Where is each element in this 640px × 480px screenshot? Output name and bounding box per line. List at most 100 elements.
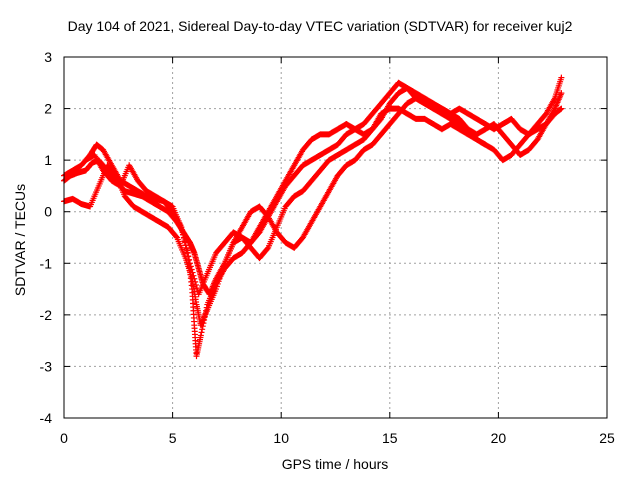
series-fill-markers: [92, 153, 106, 172]
series-fill-markers: [439, 111, 453, 122]
series-fill-markers: [140, 209, 154, 220]
series-fill-markers: [535, 111, 549, 127]
series-fill-markers: [79, 201, 93, 210]
series-fill-markers: [213, 240, 227, 255]
x-tick-label: 10: [273, 430, 289, 446]
series-fill-markers: [318, 147, 332, 158]
series-fill-markers: [274, 230, 288, 245]
plot-frame: [63, 56, 608, 419]
series-fill-markers: [148, 214, 162, 225]
series-fill-markers: [205, 288, 219, 311]
series-fill-markers: [166, 225, 180, 240]
series-fill-markers: [335, 147, 349, 158]
series-fill-markers: [378, 122, 392, 137]
series-fill-markers: [326, 126, 340, 137]
series-fill-markers: [239, 210, 253, 229]
series-fill-markers: [422, 95, 436, 106]
x-tick-label: 20: [491, 430, 507, 446]
series-fill-markers: [474, 116, 488, 127]
series-fill-markers: [135, 178, 149, 194]
series-fill-markers: [370, 132, 384, 147]
series-fill-markers: [131, 204, 145, 215]
series-fill-markers: [292, 148, 306, 167]
series-fill-markers: [500, 152, 514, 163]
series-fill-markers: [344, 157, 358, 168]
series-fill-markers: [387, 91, 401, 106]
series-fill-markers: [283, 194, 297, 209]
series-fill-markers: [544, 96, 558, 116]
series-fill-markers: [170, 210, 184, 229]
series-fill-markers: [396, 80, 410, 91]
series-fill-markers: [266, 199, 279, 219]
series-fill-markers: [465, 111, 479, 122]
series-fill-markers: [213, 261, 227, 281]
series-fill-markers: [153, 193, 167, 204]
series-fill-markers: [100, 168, 114, 183]
series-fill-markers: [544, 107, 558, 126]
series-fill-markers: [405, 85, 418, 96]
series-fill-markers: [61, 173, 73, 184]
series-trace-3: [61, 90, 565, 298]
series-fill-markers: [378, 91, 392, 106]
series-fill-markers: [457, 121, 471, 132]
series-fill-markers: [257, 215, 271, 234]
series-fill-markers: [326, 142, 340, 153]
series-fill-markers: [309, 205, 323, 224]
series-fill-markers: [207, 277, 219, 296]
x-tick-label: 0: [60, 430, 68, 446]
series-fill-markers: [318, 158, 332, 173]
series-trace-4: [82, 74, 565, 298]
series-fill-markers: [352, 121, 366, 132]
series-fill-markers: [191, 251, 202, 270]
series-fill-markers: [122, 194, 136, 209]
series-fill-markers: [318, 189, 332, 209]
series-fill-markers: [352, 147, 366, 163]
series-fill-markers: [222, 241, 236, 265]
tick-layer: 0 5 10 15 20 25 -4 -3 -2 -1 0 1 2 3: [40, 49, 615, 446]
series-fill-markers: [187, 240, 197, 255]
series-markers: [61, 84, 489, 360]
series-fill-markers: [309, 152, 323, 163]
series-fill-markers: [70, 162, 84, 173]
y-tick-label: -4: [40, 410, 53, 426]
series-fill-markers: [161, 199, 175, 214]
series-fill-markers: [193, 334, 204, 358]
series-fill-markers: [127, 163, 140, 183]
series-fill-markers: [326, 174, 340, 193]
series-fill-markers: [70, 196, 84, 207]
series-fill-markers: [148, 198, 162, 210]
series-fill-markers: [326, 152, 340, 163]
series-fill-markers: [387, 111, 401, 127]
series-fill-markers: [283, 173, 297, 188]
series-fill-markers: [448, 116, 462, 127]
series-fill-markers: [370, 101, 384, 116]
series-fill-markers: [491, 121, 505, 132]
grid-layer: [64, 57, 607, 418]
series-fill-markers: [474, 137, 488, 148]
x-axis-label: GPS time / hours: [281, 456, 389, 472]
series-trace-1: [61, 84, 489, 360]
series-fill-markers: [552, 91, 564, 111]
series-fill-markers: [187, 263, 201, 295]
series-fill-markers: [431, 106, 445, 117]
series-fill-markers: [361, 127, 375, 142]
series-markers: [82, 74, 565, 298]
data-layer: [61, 74, 565, 360]
series-fill-markers: [205, 252, 219, 275]
x-tick-label: 15: [382, 430, 398, 446]
series-fill-markers: [309, 168, 323, 183]
series-fill-markers: [61, 167, 75, 179]
series-fill-markers: [344, 142, 358, 153]
series-fill-markers: [300, 220, 314, 239]
series-fill-markers: [257, 245, 271, 261]
series-fill-markers: [105, 163, 119, 178]
series-fill-markers: [174, 236, 188, 260]
series-fill-markers: [457, 106, 471, 117]
series-fill-markers: [474, 126, 488, 137]
series-fill-markers: [431, 100, 445, 112]
series-fill-markers: [413, 95, 427, 106]
x-tick-label: 5: [169, 430, 177, 446]
series-fill-markers: [526, 122, 540, 137]
series-fill-markers: [300, 178, 314, 194]
series-fill-markers: [552, 76, 564, 100]
